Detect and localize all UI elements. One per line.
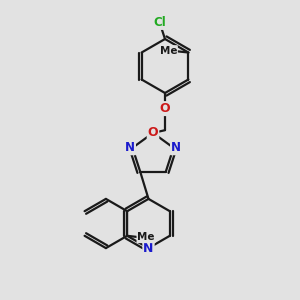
Text: Me: Me (160, 46, 177, 56)
Text: O: O (160, 102, 170, 115)
Text: Cl: Cl (153, 16, 166, 29)
Text: N: N (125, 141, 135, 154)
Text: N: N (171, 141, 181, 154)
Text: Me: Me (137, 232, 155, 242)
Text: O: O (148, 126, 158, 140)
Text: N: N (143, 242, 154, 255)
